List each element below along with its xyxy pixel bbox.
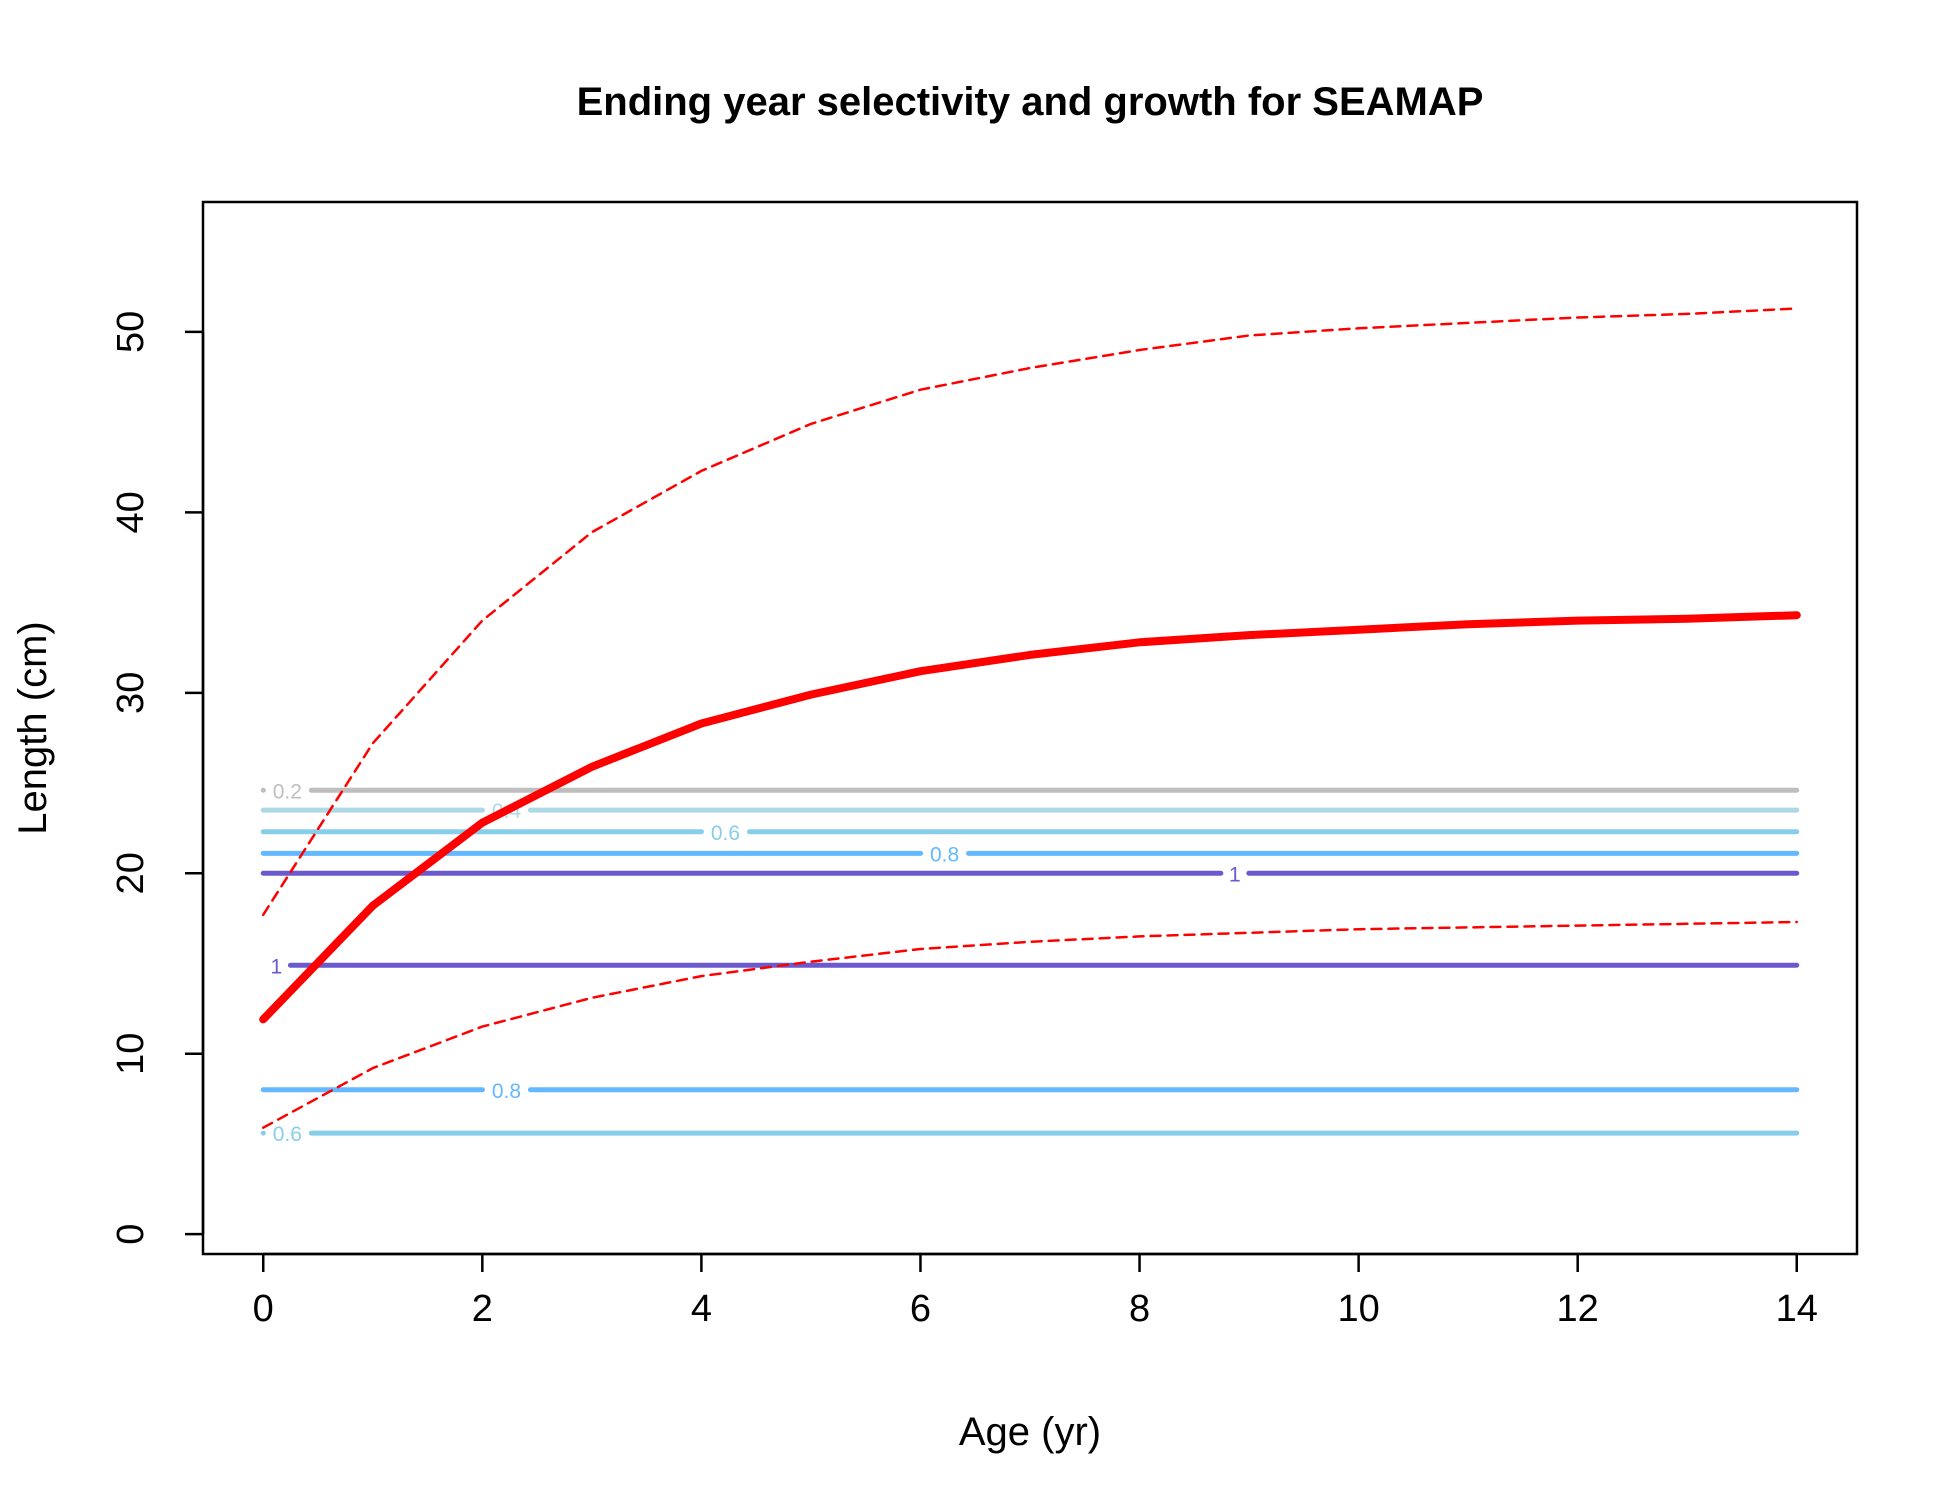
x-tick-label: 10 — [1337, 1288, 1379, 1330]
x-axis-label: Age (yr) — [959, 1410, 1101, 1454]
plot-frame — [201, 200, 1859, 1256]
x-axis: 0 2 4 6 8 10 12 14 — [253, 1252, 1818, 1330]
series-line-1 — [261, 307, 1799, 917]
growth-curves — [259, 307, 1801, 1129]
contour-label-0: 0.2 — [273, 780, 302, 803]
y-tick-label: 0 — [110, 1224, 152, 1245]
y-tick-label: 40 — [110, 491, 152, 533]
contour-label-4: 1 — [1229, 863, 1241, 886]
x-tick-label: 12 — [1557, 1288, 1599, 1330]
contour-label-6: 0.8 — [492, 1080, 521, 1103]
x-tick-label: 14 — [1776, 1288, 1818, 1330]
y-tick-label: 30 — [110, 672, 152, 714]
contour-label-7: 0.6 — [273, 1123, 302, 1146]
y-tick-label: 50 — [110, 311, 152, 353]
contour-label-2: 0.6 — [711, 822, 740, 845]
x-tick-label: 0 — [253, 1288, 274, 1330]
series-line-2 — [261, 920, 1799, 1129]
x-tick-label: 6 — [910, 1288, 931, 1330]
y-axis-label: Length (cm) — [11, 621, 55, 834]
x-tick-label: 8 — [1129, 1288, 1150, 1330]
series-line-0 — [259, 611, 1801, 1024]
y-tick-label: 10 — [110, 1033, 152, 1075]
chart-title: Ending year selectivity and growth for S… — [577, 80, 1484, 124]
contour-label-3: 0.8 — [930, 843, 959, 866]
y-tick-label: 20 — [110, 852, 152, 894]
y-axis: 0 10 20 30 40 50 — [110, 311, 205, 1245]
x-tick-label: 2 — [472, 1288, 493, 1330]
contour-label-5: 1 — [271, 955, 283, 978]
x-tick-label: 4 — [691, 1288, 712, 1330]
